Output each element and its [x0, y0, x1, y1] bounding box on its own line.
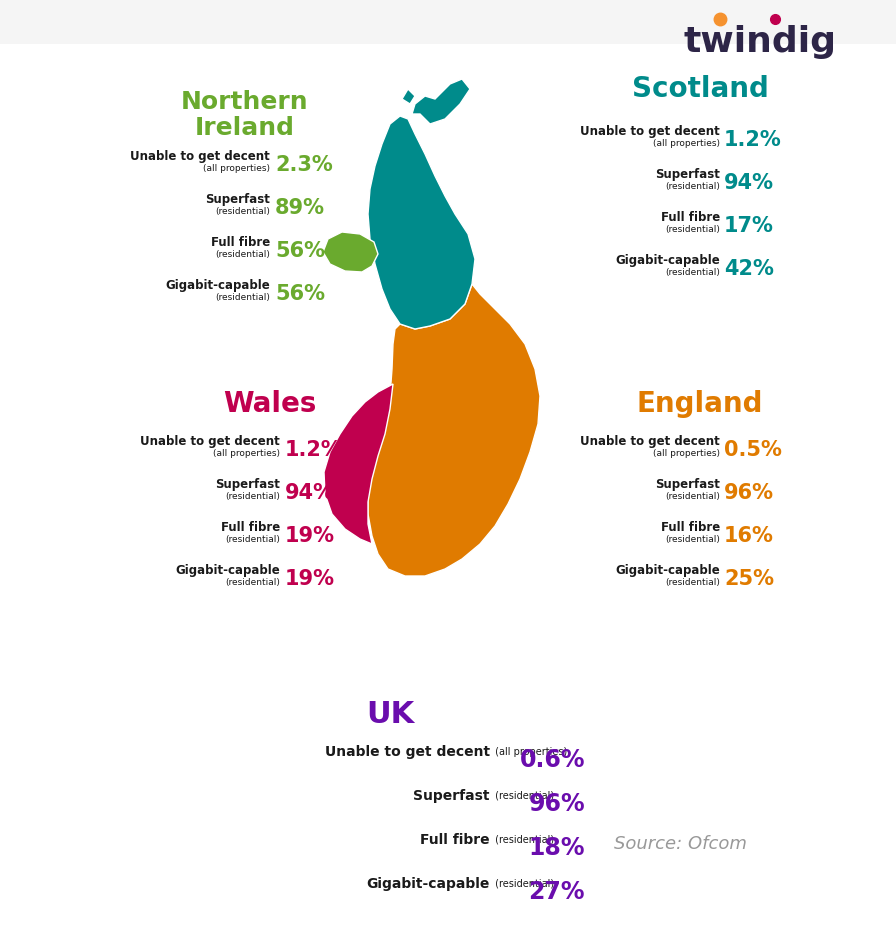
Polygon shape — [368, 285, 540, 577]
Text: Unable to get decent: Unable to get decent — [325, 744, 490, 758]
Text: 18%: 18% — [529, 835, 585, 859]
Text: Full fibre: Full fibre — [420, 832, 490, 846]
Text: Gigabit-capable: Gigabit-capable — [176, 564, 280, 577]
Text: (all properties): (all properties) — [203, 164, 270, 173]
Text: 96%: 96% — [724, 482, 774, 502]
Text: (all properties): (all properties) — [653, 139, 720, 148]
Text: (residential): (residential) — [225, 578, 280, 586]
Text: (residential): (residential) — [215, 207, 270, 216]
Text: 56%: 56% — [275, 284, 325, 304]
Text: Superfast: Superfast — [413, 788, 490, 802]
Bar — [0, 0, 896, 40]
Text: (residential): (residential) — [665, 534, 720, 544]
Text: 17%: 17% — [724, 216, 774, 236]
Text: Unable to get decent: Unable to get decent — [130, 150, 270, 162]
Text: Scotland: Scotland — [632, 75, 769, 103]
Text: 56%: 56% — [275, 241, 325, 261]
Text: (residential): (residential) — [665, 225, 720, 234]
Polygon shape — [402, 90, 415, 105]
Text: Wales: Wales — [223, 390, 316, 417]
Text: (residential): (residential) — [215, 250, 270, 259]
Text: 94%: 94% — [285, 482, 335, 502]
Polygon shape — [368, 117, 475, 329]
Text: 16%: 16% — [724, 526, 774, 546]
Text: twindig: twindig — [684, 25, 837, 59]
Text: (residential): (residential) — [492, 834, 554, 844]
Text: 25%: 25% — [724, 568, 774, 588]
Text: England: England — [637, 390, 763, 417]
Bar — [0, 0, 896, 45]
Text: (all properties): (all properties) — [653, 448, 720, 458]
Text: (all properties): (all properties) — [213, 448, 280, 458]
Text: Superfast: Superfast — [215, 478, 280, 491]
Text: 19%: 19% — [285, 568, 335, 588]
Text: (residential): (residential) — [225, 492, 280, 500]
Text: Superfast: Superfast — [655, 168, 720, 181]
Text: 42%: 42% — [724, 259, 774, 278]
Text: Unable to get decent: Unable to get decent — [141, 434, 280, 447]
Text: Gigabit-capable: Gigabit-capable — [616, 254, 720, 267]
Text: (residential): (residential) — [225, 534, 280, 544]
Text: Unable to get decent: Unable to get decent — [581, 125, 720, 138]
Text: 89%: 89% — [275, 198, 325, 218]
Polygon shape — [323, 233, 378, 273]
Polygon shape — [324, 384, 393, 545]
Text: 0.5%: 0.5% — [724, 440, 782, 460]
Text: 94%: 94% — [724, 173, 774, 193]
Text: Northern
Ireland: Northern Ireland — [181, 90, 309, 140]
Text: (residential): (residential) — [492, 878, 554, 888]
Text: 19%: 19% — [285, 526, 335, 546]
Text: 1.2%: 1.2% — [285, 440, 343, 460]
Text: Full fibre: Full fibre — [660, 520, 720, 533]
Text: (residential): (residential) — [492, 790, 554, 801]
Text: Gigabit-capable: Gigabit-capable — [616, 564, 720, 577]
Text: (residential): (residential) — [665, 578, 720, 586]
Text: (residential): (residential) — [665, 182, 720, 191]
Text: (all properties): (all properties) — [492, 746, 567, 756]
Text: 0.6%: 0.6% — [520, 748, 585, 771]
Text: Superfast: Superfast — [205, 193, 270, 206]
Text: Superfast: Superfast — [655, 478, 720, 491]
Text: Source: Ofcom: Source: Ofcom — [614, 834, 746, 852]
Text: (residential): (residential) — [665, 268, 720, 277]
Text: Full fibre: Full fibre — [211, 236, 270, 248]
Text: (residential): (residential) — [215, 293, 270, 302]
Text: Gigabit-capable: Gigabit-capable — [366, 876, 490, 890]
Text: 2.3%: 2.3% — [275, 155, 332, 175]
Text: (residential): (residential) — [665, 492, 720, 500]
Text: Full fibre: Full fibre — [660, 211, 720, 224]
Text: 1.2%: 1.2% — [724, 130, 781, 150]
Polygon shape — [412, 80, 470, 125]
Text: 96%: 96% — [529, 791, 585, 815]
Text: Gigabit-capable: Gigabit-capable — [165, 278, 270, 292]
Text: UK: UK — [366, 700, 414, 728]
Text: Full fibre: Full fibre — [220, 520, 280, 533]
Text: 27%: 27% — [529, 879, 585, 903]
Text: Unable to get decent: Unable to get decent — [581, 434, 720, 447]
